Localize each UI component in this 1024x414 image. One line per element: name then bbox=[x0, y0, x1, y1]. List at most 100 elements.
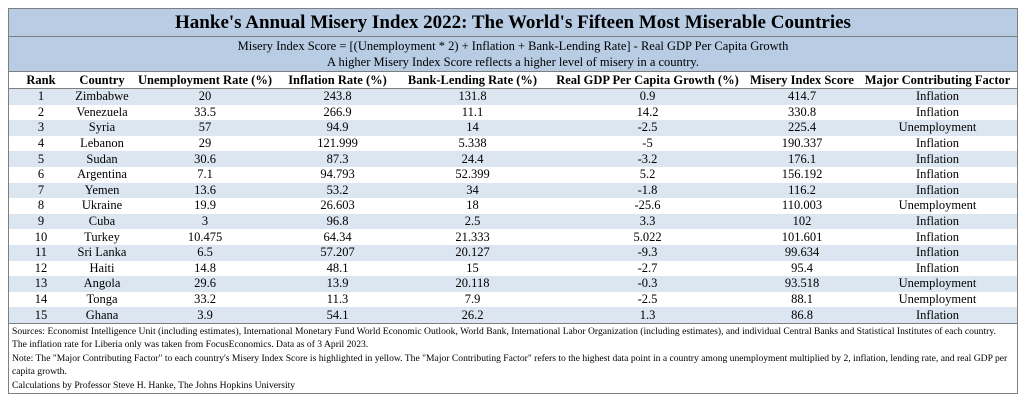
table-cell: 4 bbox=[37, 136, 45, 151]
note-line: The inflation rate for Liberia only was … bbox=[12, 339, 369, 351]
table-cell: 14 bbox=[396, 120, 549, 136]
table-row: 1 Zimbabwe 20 243.8 131.8 0.9 414.7 Inflation bbox=[9, 88, 1017, 105]
column-header: Real GDP Per Capita Growth (%) bbox=[549, 72, 746, 89]
table-cell: 94.793 bbox=[320, 167, 355, 182]
table-cell: 20 bbox=[131, 88, 279, 105]
table-cell: 7.9 bbox=[464, 292, 481, 307]
table-cell: Inflation bbox=[915, 136, 960, 151]
table-cell: 14.2 bbox=[636, 104, 659, 119]
table-cell: 24.4 bbox=[396, 151, 549, 167]
table-row: 12 Haiti 14.8 48.1 15 -2.7 95.4 Inflation bbox=[9, 261, 1017, 277]
table-row: 3 Syria 57 94.9 14 -2.5 225.4 Unemployment bbox=[9, 120, 1017, 136]
column-header: Misery Index Score bbox=[746, 72, 858, 89]
table-cell: 20.118 bbox=[396, 276, 549, 292]
table-cell: Inflation bbox=[915, 167, 960, 182]
table-cell: Inflation bbox=[858, 151, 1017, 167]
column-header: Inflation Rate (%) bbox=[279, 72, 396, 89]
table-cell: Unemployment bbox=[858, 120, 1017, 136]
header-row: Rank Country Unemployment Rate (%) Inflatio… bbox=[9, 72, 1017, 89]
table-cell: 33.2 bbox=[194, 292, 216, 307]
table-cell: Inflation bbox=[915, 229, 960, 244]
table-cell: 3.9 bbox=[131, 307, 279, 323]
table-cell: 330.8 bbox=[787, 104, 817, 119]
table-cell: Inflation bbox=[858, 213, 1017, 230]
table-cell: 8 bbox=[37, 198, 45, 213]
table-row: 14 Tonga 33.2 11.3 7.9 -2.5 88.1 Unemployment bbox=[9, 292, 1017, 308]
notes: Sources: Economist Intelligence Unit (in… bbox=[9, 322, 1017, 393]
document: Hanke's Annual Misery Index 2022: The Wo… bbox=[8, 8, 1018, 394]
table-cell: 176.1 bbox=[746, 151, 858, 167]
table-cell: Unemployment bbox=[898, 198, 977, 213]
table-row: 8 Ukraine 19.9 26.603 18 -25.6 110.003 Unemploy… bbox=[9, 198, 1017, 214]
table-cell: 14 bbox=[34, 292, 48, 307]
table-cell: 7.1 bbox=[197, 167, 213, 182]
table-cell: 1 bbox=[9, 88, 73, 105]
table-cell: 11.1 bbox=[461, 104, 484, 119]
table-cell: 6 bbox=[37, 167, 45, 182]
table-cell: 15 bbox=[466, 260, 479, 275]
table-cell: 5 bbox=[9, 151, 73, 167]
table-cell: 10.475 bbox=[187, 229, 223, 244]
table-cell: Turkey bbox=[84, 229, 120, 244]
table-cell: -2.7 bbox=[637, 260, 658, 275]
table: Rank Country Unemployment Rate (%) Inflatio… bbox=[9, 72, 1017, 323]
table-cell: Inflation bbox=[858, 182, 1017, 199]
table-cell: 101.601 bbox=[781, 229, 823, 244]
table-cell: 13.9 bbox=[279, 276, 396, 292]
table-cell: 26.2 bbox=[396, 307, 549, 323]
table-row: 5 Sudan 30.6 87.3 24.4 -3.2 176.1 Inflation bbox=[9, 151, 1017, 167]
table-row: 9 Cuba 3 96.8 2.5 3.3 102 Inflation bbox=[9, 213, 1017, 230]
formula-box: Misery Index Score = [(Unemployment * 2)… bbox=[9, 37, 1017, 72]
table-cell: Inflation bbox=[858, 244, 1017, 261]
table-cell: Inflation bbox=[915, 260, 960, 275]
table-cell: 57 bbox=[131, 120, 279, 136]
subtitle: A higher Misery Index Score reflects a h… bbox=[327, 55, 699, 69]
table-cell: 95.4 bbox=[791, 260, 813, 275]
table-cell: 11.3 bbox=[326, 292, 349, 307]
table-cell: 5.022 bbox=[633, 229, 662, 244]
table-cell: 64.34 bbox=[323, 229, 352, 244]
table-cell: 87.3 bbox=[279, 151, 396, 167]
table-cell: Inflation bbox=[858, 88, 1017, 105]
column-header: Major Contributing Factor bbox=[858, 72, 1017, 89]
table-cell: -3.2 bbox=[549, 151, 746, 167]
table-row: 6 Argentina 7.1 94.793 52.399 5.2 156.192 Infla… bbox=[9, 167, 1017, 183]
table-cell: Syria bbox=[73, 120, 131, 136]
table-cell: 96.8 bbox=[279, 213, 396, 230]
table-cell: 14.8 bbox=[194, 260, 216, 275]
table-cell: -5 bbox=[642, 136, 653, 151]
table-cell: -25.6 bbox=[634, 198, 661, 213]
table-cell: 2 bbox=[37, 104, 45, 119]
table-cell: 13.6 bbox=[131, 182, 279, 199]
table-cell: 15 bbox=[9, 307, 73, 323]
table-row: 13 Angola 29.6 13.9 20.118 -0.3 93.518 Unemploy… bbox=[9, 276, 1017, 292]
table-cell: Cuba bbox=[73, 213, 131, 230]
table-cell: 190.337 bbox=[781, 136, 823, 151]
table-cell: 20.127 bbox=[396, 244, 549, 261]
table-cell: Unemployment bbox=[858, 276, 1017, 292]
table-cell: Lebanon bbox=[80, 136, 124, 151]
table-cell: 52.399 bbox=[455, 167, 490, 182]
note-line: Sources: Economist Intelligence Unit (in… bbox=[12, 325, 996, 337]
table-cell: 3 bbox=[131, 213, 279, 230]
table-cell: 131.8 bbox=[396, 88, 549, 105]
table-cell: 86.8 bbox=[746, 307, 858, 323]
table-cell: 94.9 bbox=[279, 120, 396, 136]
table-cell: 243.8 bbox=[279, 88, 396, 105]
table-cell: -9.3 bbox=[549, 244, 746, 261]
table-cell: Inflation bbox=[915, 104, 960, 119]
table-row: 4 Lebanon 29 121.999 5.338 -5 190.337 Inflation bbox=[9, 136, 1017, 152]
table-cell: 3 bbox=[9, 120, 73, 136]
table-cell: -2.5 bbox=[549, 120, 746, 136]
table-row: 10 Turkey 10.475 64.34 21.333 5.022 101.601 Inf… bbox=[9, 229, 1017, 245]
table-cell: 29.6 bbox=[131, 276, 279, 292]
table-cell: Haiti bbox=[89, 260, 115, 275]
table-cell: 33.5 bbox=[194, 104, 216, 119]
table-cell: 21.333 bbox=[455, 229, 490, 244]
table-cell: -2.5 bbox=[637, 292, 658, 307]
table-cell: 9 bbox=[9, 213, 73, 230]
table-cell: 30.6 bbox=[131, 151, 279, 167]
table-cell: 414.7 bbox=[746, 88, 858, 105]
table-cell: Sudan bbox=[73, 151, 131, 167]
